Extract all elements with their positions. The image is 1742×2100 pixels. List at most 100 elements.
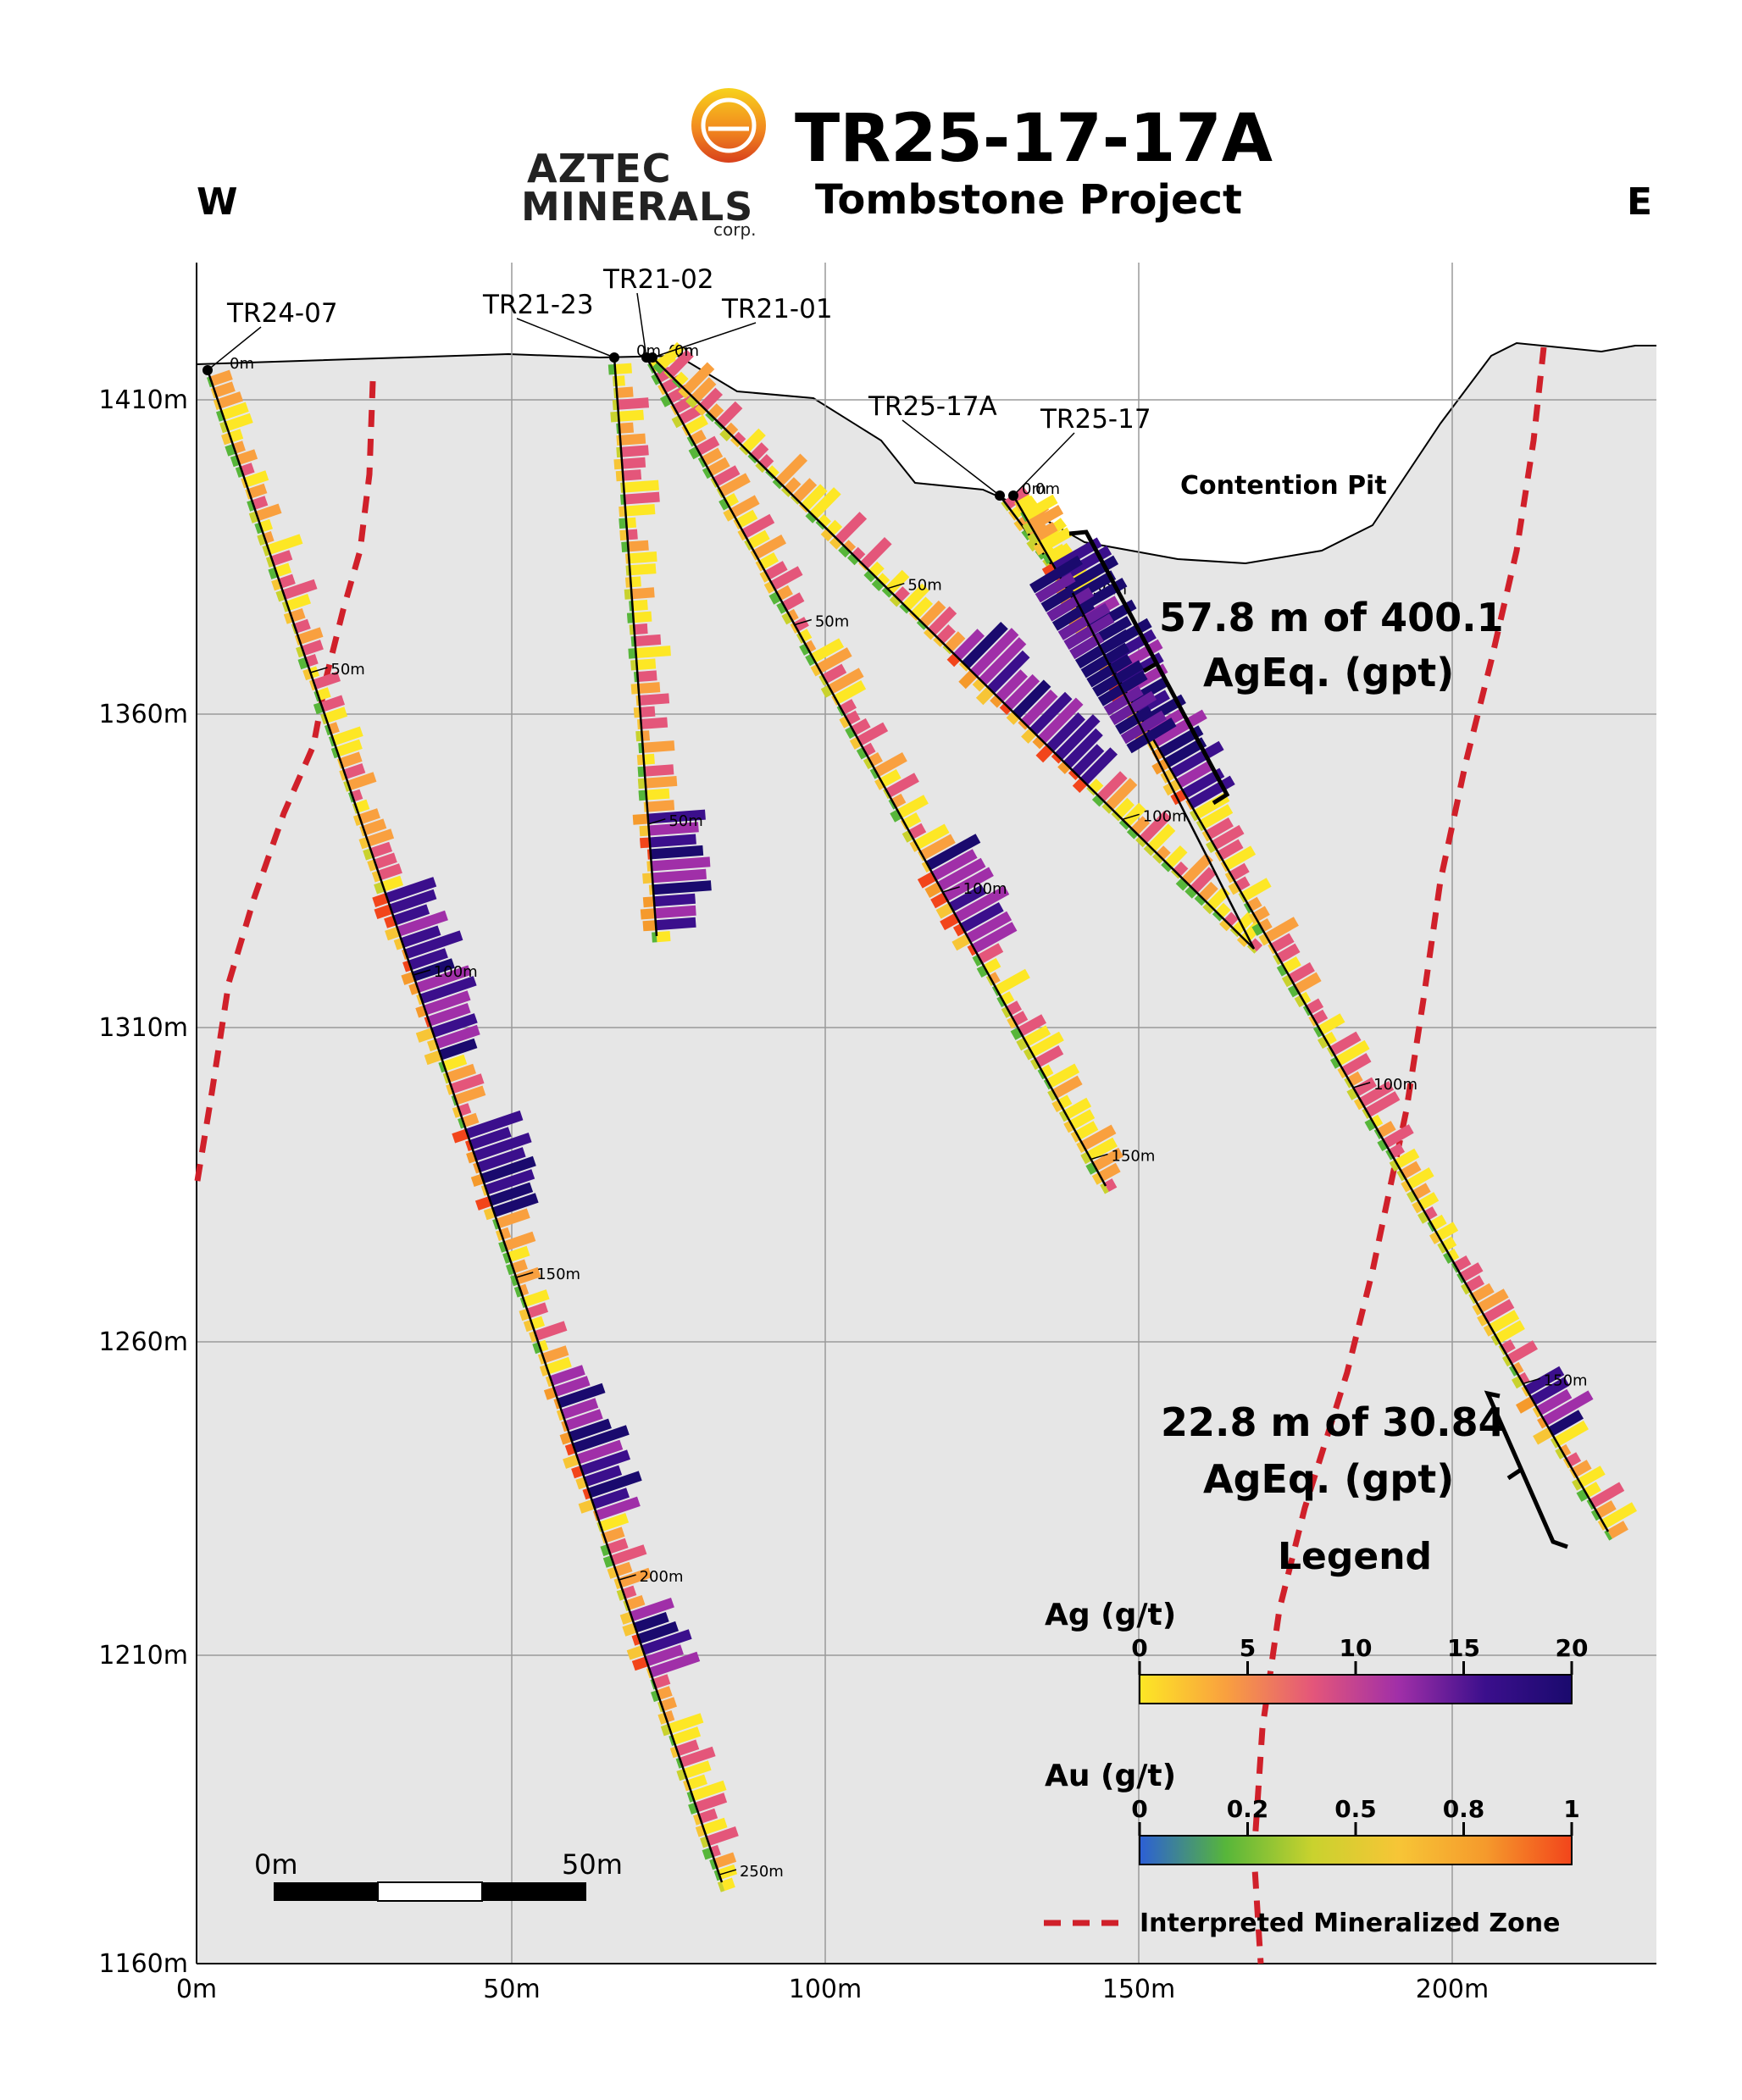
ag-assay-bar xyxy=(362,818,387,836)
au-assay-bar xyxy=(424,1050,442,1066)
depth-label: 50m xyxy=(815,612,849,630)
ag-assay-bar xyxy=(1412,1183,1431,1200)
au-assay-bar xyxy=(563,1454,580,1469)
ag-assay-bar xyxy=(1401,1161,1422,1179)
au-assay-bar xyxy=(401,972,416,985)
ag-assay-bar xyxy=(1062,728,1103,769)
ag-assay-bar xyxy=(217,391,243,409)
au-assay-bar xyxy=(1047,1089,1057,1101)
ag-assay-bar xyxy=(645,776,678,789)
au-assay-bar xyxy=(863,757,874,770)
ag-assay-bar xyxy=(1560,1443,1572,1457)
au-assay-bar xyxy=(660,394,673,407)
ag-assay-bar xyxy=(225,413,253,431)
ag-assay-bar xyxy=(641,717,669,729)
ag-assay-bar xyxy=(1601,1502,1637,1529)
ag-assay-bar xyxy=(925,834,981,871)
ag-assay-bar xyxy=(511,1259,528,1273)
au-assay-bar xyxy=(630,660,637,671)
au-assay-bar xyxy=(1086,786,1096,796)
au-assay-bar xyxy=(1477,1314,1489,1327)
au-assay-bar xyxy=(1051,752,1062,764)
au-assay-bar xyxy=(452,1128,469,1144)
au-assay-bar xyxy=(1058,1110,1069,1122)
au-assay-bar xyxy=(1091,795,1105,807)
ag-assay-bar xyxy=(1012,679,1051,719)
au-assay-bar xyxy=(657,384,667,396)
ag-assay-bar xyxy=(419,976,477,1004)
au-assay-bar xyxy=(1194,894,1207,906)
ag-assay-bar xyxy=(764,561,788,580)
au-assay-bar xyxy=(1313,1026,1323,1038)
au-assay-bar xyxy=(473,1162,480,1174)
ag-assay-bar xyxy=(721,1877,735,1892)
ag-assay-bar xyxy=(553,1376,591,1397)
au-assay-bar xyxy=(1276,964,1288,977)
ag-assay-bar xyxy=(962,622,1008,669)
ag-assay-bar xyxy=(641,1629,692,1655)
ag-assay-bar xyxy=(1459,1262,1484,1282)
ag-assay-bar xyxy=(278,573,296,589)
ag-assay-bar xyxy=(919,834,956,860)
au-assay-bar xyxy=(759,570,770,583)
au-assay-bar xyxy=(1427,1221,1435,1233)
ag-assay-bar xyxy=(943,867,994,901)
ag-assay-bar xyxy=(1530,1377,1570,1405)
au-assay-bar xyxy=(924,882,942,898)
au-assay-bar xyxy=(815,520,825,530)
ag-assay-bar xyxy=(576,1439,624,1465)
ag-assay-bar xyxy=(1578,1466,1606,1488)
au-assay-bar xyxy=(1406,1190,1417,1203)
ag-assay-bar xyxy=(621,457,646,469)
au-assay-bar xyxy=(1135,836,1147,848)
depth-tick xyxy=(413,969,431,976)
ag-assay-bar xyxy=(480,1155,536,1183)
ag-assay-bar xyxy=(960,902,1004,933)
hole-name-label: TR21-01 xyxy=(721,294,833,324)
au-assay-bar xyxy=(683,1780,691,1792)
au-assay-bar xyxy=(1228,882,1240,895)
depth-label: 100m xyxy=(1373,1076,1417,1094)
ag-assay-bar xyxy=(1113,797,1135,818)
ag-assay-bar xyxy=(400,925,441,948)
ag-assay-bar xyxy=(624,504,656,517)
au-assay-bar xyxy=(967,944,977,956)
au-assay-bar xyxy=(858,562,868,571)
au-assay-bar xyxy=(790,495,800,505)
au-assay-bar xyxy=(799,643,810,656)
ag-assay-bar xyxy=(672,1726,702,1745)
au-assay-bar xyxy=(1483,1324,1495,1337)
ag-assay-bar xyxy=(630,1598,674,1621)
au-assay-bar xyxy=(1533,1427,1554,1445)
au-assay-bar xyxy=(719,429,733,441)
au-assay-bar xyxy=(1151,748,1164,762)
ag-assay-bar xyxy=(580,1449,630,1476)
au-assay-bar xyxy=(637,778,646,790)
hole-name-label: TR24-07 xyxy=(226,298,338,329)
au-assay-bar xyxy=(1100,1183,1109,1194)
au-assay-bar xyxy=(1001,1006,1012,1018)
ag-assay-bar xyxy=(646,800,675,812)
ag-assay-bar xyxy=(1046,544,1068,562)
ag-assay-bar xyxy=(431,1013,478,1038)
ag-assay-bar xyxy=(313,671,341,690)
au-assay-bar xyxy=(781,612,793,625)
ag-assay-bar xyxy=(1584,1482,1601,1498)
annotations: Contention Pit 57.8 m of 400.1 AgEq. (gp… xyxy=(1068,471,1568,1549)
ag-assay-bar xyxy=(696,435,720,456)
au-assay-bar xyxy=(718,498,730,511)
ag-assay-bar xyxy=(1152,709,1207,747)
au-assay-bar xyxy=(881,586,893,598)
ag-assay-bar xyxy=(625,1595,646,1610)
ag-assay-bar xyxy=(911,596,933,619)
au-assay-bar xyxy=(330,747,340,759)
west-label: W xyxy=(197,180,238,224)
drill-hole-tr21-23: TR21-23 0m 50m xyxy=(482,290,712,943)
ag-assay-bar xyxy=(1164,737,1207,767)
au-assay-bar xyxy=(1373,1128,1383,1139)
au-assay-bar xyxy=(642,920,657,932)
ag-assay-bar xyxy=(1063,1097,1092,1120)
au-assay-bar xyxy=(1461,1283,1471,1295)
au-assay-bar xyxy=(924,628,935,640)
ag-assay-bar xyxy=(801,484,828,511)
